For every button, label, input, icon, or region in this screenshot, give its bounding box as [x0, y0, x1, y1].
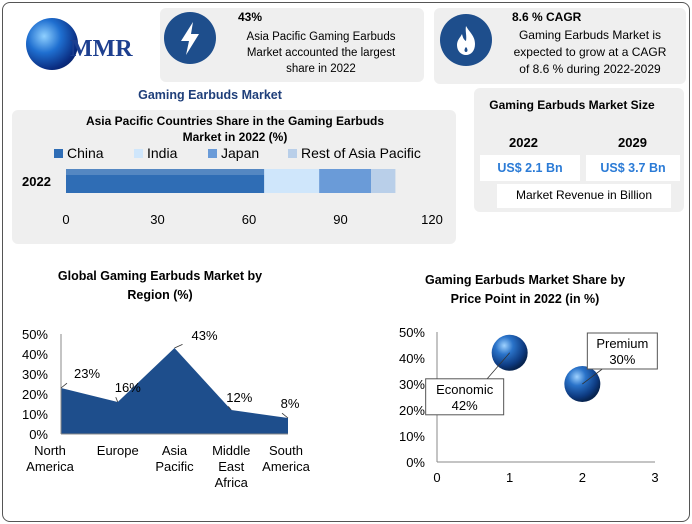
area-chart-plot: 0% 10% 20% 30% 40% 50% 23% 16% 43% 12% 8% North Amer… [22, 327, 311, 490]
area-y-tick-label: 20% [22, 387, 48, 402]
area-y-tick-label: 10% [22, 407, 48, 422]
bar-shine [66, 169, 265, 175]
bar-category-label: 2022 [22, 174, 51, 189]
scatter-label-box [586, 332, 658, 370]
legend-label-2: Japan [221, 145, 259, 161]
bar-x-tick-label: 30 [150, 212, 164, 227]
stat-left-text: Asia Pacific Gaming Earbuds Market accou… [246, 31, 396, 75]
area-fill [61, 348, 288, 434]
bar-x-tick-label: 60 [242, 212, 256, 227]
bar-segment-rest-of-asia-pacific [371, 169, 396, 193]
scatter-x-tick-label: 1 [506, 470, 513, 485]
area-data-label-leader [227, 406, 232, 411]
market-size-year-2029: 2029 [618, 135, 647, 150]
lightning-icon [164, 12, 216, 64]
flame-icon [440, 14, 492, 66]
bar-segment-japan [319, 169, 371, 193]
bar-segment-china [66, 169, 265, 193]
area-data-label-leader [60, 382, 68, 389]
legend-label-0: China [67, 145, 104, 161]
scatter-x-tick-label: 3 [651, 470, 658, 485]
section-title: Gaming Earbuds Market [138, 88, 282, 102]
area-y-tick-label: 50% [22, 327, 48, 342]
area-chart-title: Global Gaming Earbuds Market by Region (… [57, 269, 263, 302]
scatter-point-value-label: 42% [452, 398, 478, 413]
legend-swatch-0 [54, 149, 63, 158]
scatter-point-value-label: 30% [609, 352, 635, 367]
area-category-label: Europe [97, 443, 139, 458]
area-category-label: South America [262, 443, 310, 474]
legend-swatch-1 [134, 149, 143, 158]
scatter-y-tick-label: 50% [399, 325, 425, 340]
bar-chart-title: Asia Pacific Countries Share in the Gami… [85, 114, 385, 144]
area-data-label: 43% [191, 328, 217, 343]
scatter-y-tick-label: 10% [399, 429, 425, 444]
market-size-value-2022: US$ 2.1 Bn [480, 155, 580, 181]
scatter-point-premium [564, 366, 601, 402]
area-category-label: Middle East Africa [212, 443, 250, 490]
scatter-point-label: Economic [436, 382, 494, 397]
stat-right-text: Gaming Earbuds Market is expected to gro… [513, 28, 667, 76]
bar-x-tick-label: 120 [421, 212, 443, 227]
area-y-tick-label: 0% [29, 427, 48, 442]
scatter-point-label: Premium [596, 336, 648, 351]
area-data-label-leader [115, 397, 119, 403]
area-y-tick-label: 30% [22, 367, 48, 382]
area-data-label: 16% [115, 380, 141, 395]
bar-segment-india [264, 169, 320, 193]
legend-label-3: Rest of Asia Pacific [301, 145, 421, 161]
area-y-tick-label: 40% [22, 347, 48, 362]
globe-logo-icon [26, 18, 78, 70]
area-data-label-leader [174, 344, 183, 349]
stat-left-value: 43% [238, 10, 263, 24]
bar-x-tick-label: 0 [62, 212, 69, 227]
stat-right-value: 8.6 % CAGR [512, 10, 582, 24]
scatter-y-tick-label: 40% [399, 351, 425, 366]
scatter-chart-title: Gaming Earbuds Market Share by Price Poi… [424, 273, 626, 306]
bar-chart-plot: China India Japan Rest of Asia Pacific 2022 0… [22, 145, 443, 227]
scatter-label-box [425, 378, 505, 416]
brand-logo-text: MMR [70, 36, 133, 62]
area-data-label: 23% [74, 366, 100, 381]
scatter-y-tick-label: 30% [399, 377, 425, 392]
scatter-label-leader [486, 352, 510, 380]
scatter-y-tick-label: 0% [406, 455, 425, 470]
scatter-x-tick-label: 0 [433, 470, 440, 485]
area-data-label: 12% [226, 390, 252, 405]
legend-swatch-3 [288, 149, 297, 158]
legend-swatch-2 [208, 149, 217, 158]
market-size-title: Gaming Earbuds Market Size [489, 98, 655, 112]
scatter-label-leader [582, 368, 603, 385]
scatter-y-tick-label: 20% [399, 403, 425, 418]
legend-label-1: India [147, 145, 178, 161]
scatter-x-tick-label: 2 [579, 470, 586, 485]
market-size-value-2029: US$ 3.7 Bn [586, 155, 680, 181]
bar-x-tick-label: 90 [333, 212, 347, 227]
market-size-year-2022: 2022 [509, 135, 538, 150]
area-data-label-leader [281, 412, 289, 419]
area-category-label: Asia Pacific [155, 443, 194, 474]
area-category-label: North America [26, 443, 74, 474]
market-revenue-note: Market Revenue in Billion [497, 184, 671, 208]
area-data-label: 8% [281, 396, 300, 411]
scatter-chart-plot: 0%10%20%30%40%50%0 1 2 3Economic42%Premium3… [399, 325, 659, 485]
